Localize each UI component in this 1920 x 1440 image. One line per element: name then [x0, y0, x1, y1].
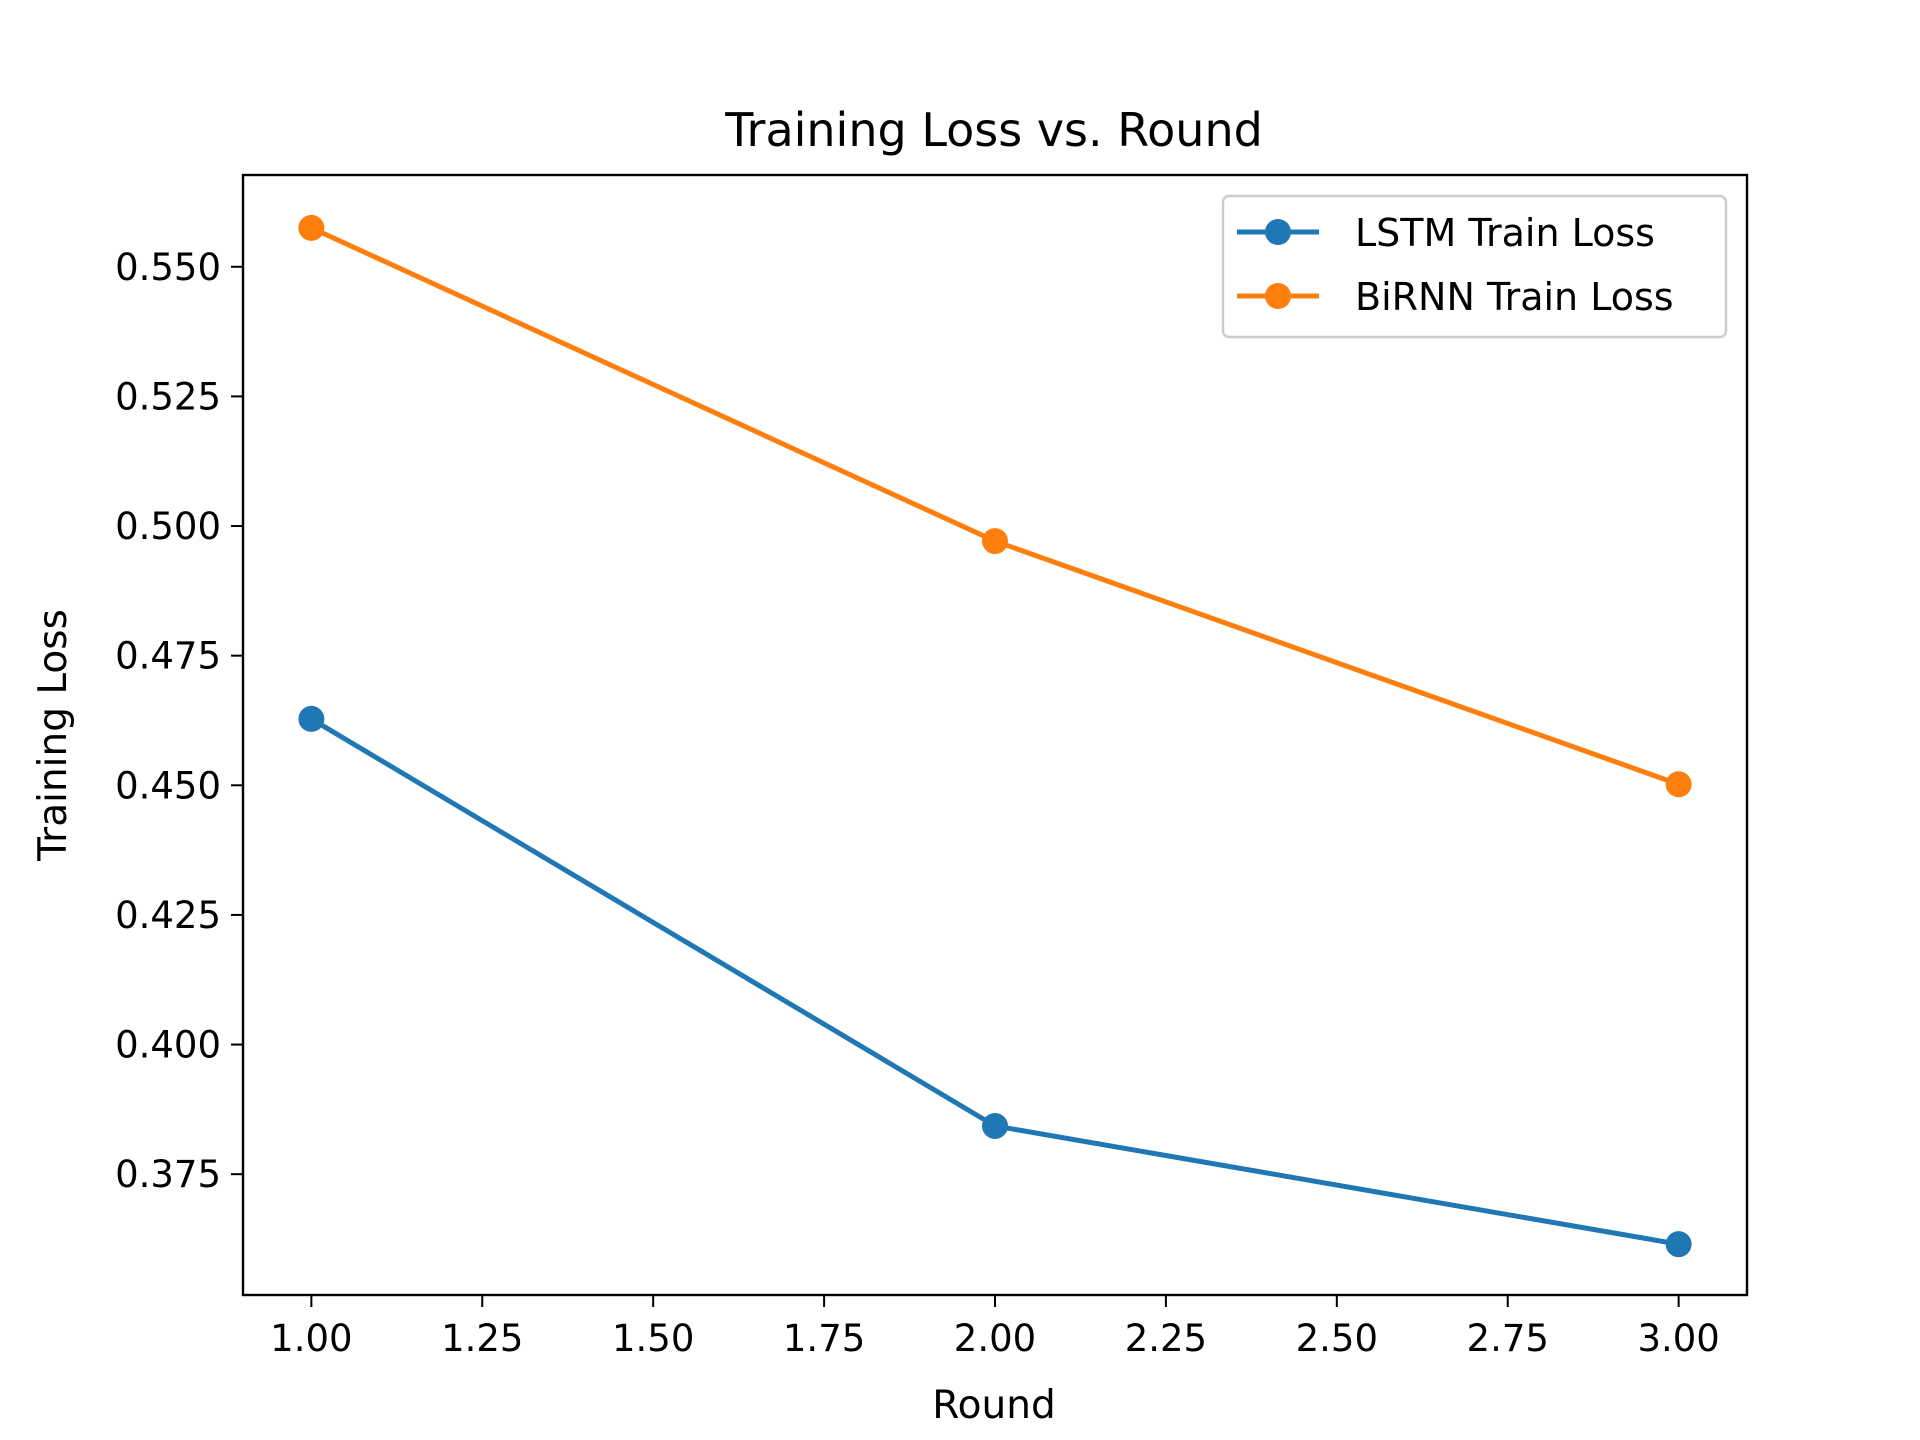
- legend-item: LSTM Train Loss: [1237, 211, 1655, 255]
- data-point: [1665, 771, 1692, 798]
- x-tick-label: 1.00: [270, 1317, 352, 1360]
- y-tick-label: 0.375: [115, 1153, 221, 1196]
- x-tick-label: 1.50: [612, 1317, 694, 1360]
- legend-label: LSTM Train Loss: [1355, 211, 1655, 255]
- y-tick-label: 0.550: [115, 246, 221, 289]
- plot-area: [298, 214, 1692, 1258]
- y-axis: 0.375 0.400 0.425 0.450 0.475 0.500 0.525 0.550: [115, 246, 243, 1196]
- legend: LSTM Train Loss BiRNN Train Loss: [1221, 194, 1728, 339]
- y-tick-label: 0.425: [115, 894, 221, 937]
- y-axis-label: Training Loss: [31, 609, 76, 862]
- legend-item: BiRNN Train Loss: [1237, 275, 1674, 319]
- series-2: [298, 214, 1692, 798]
- x-tick-label: 2.50: [1296, 1317, 1378, 1360]
- legend-label: BiRNN Train Loss: [1355, 275, 1674, 319]
- legend-marker: [1265, 283, 1291, 309]
- legend-box: [1221, 194, 1728, 339]
- data-point: [298, 214, 325, 241]
- y-tick-label: 0.475: [115, 635, 221, 678]
- y-tick-label: 0.400: [115, 1024, 221, 1067]
- chart-title: Training Loss vs. Round: [724, 103, 1263, 157]
- x-tick-label: 2.75: [1467, 1317, 1549, 1360]
- y-tick-label: 0.525: [115, 375, 221, 418]
- y-tick-label: 0.450: [115, 764, 221, 807]
- x-tick-label: 3.00: [1637, 1317, 1719, 1360]
- series-line: [310, 716, 1680, 1247]
- x-tick-label: 1.75: [783, 1317, 865, 1360]
- series-1: [298, 705, 1692, 1258]
- x-tick-label: 2.00: [954, 1317, 1036, 1360]
- x-axis-label: Round: [932, 1383, 1055, 1428]
- y-tick-label: 0.500: [115, 505, 221, 548]
- x-axis: 1.00 1.25 1.50 1.75 2.00 2.25 2.50 2.75 3.00: [270, 1295, 1720, 1360]
- data-point: [298, 705, 325, 732]
- data-point: [982, 1112, 1008, 1139]
- x-tick-label: 2.25: [1125, 1317, 1207, 1360]
- data-point: [982, 528, 1008, 555]
- x-tick-label: 1.25: [441, 1317, 523, 1360]
- legend-marker: [1265, 219, 1291, 245]
- data-point: [1665, 1231, 1692, 1258]
